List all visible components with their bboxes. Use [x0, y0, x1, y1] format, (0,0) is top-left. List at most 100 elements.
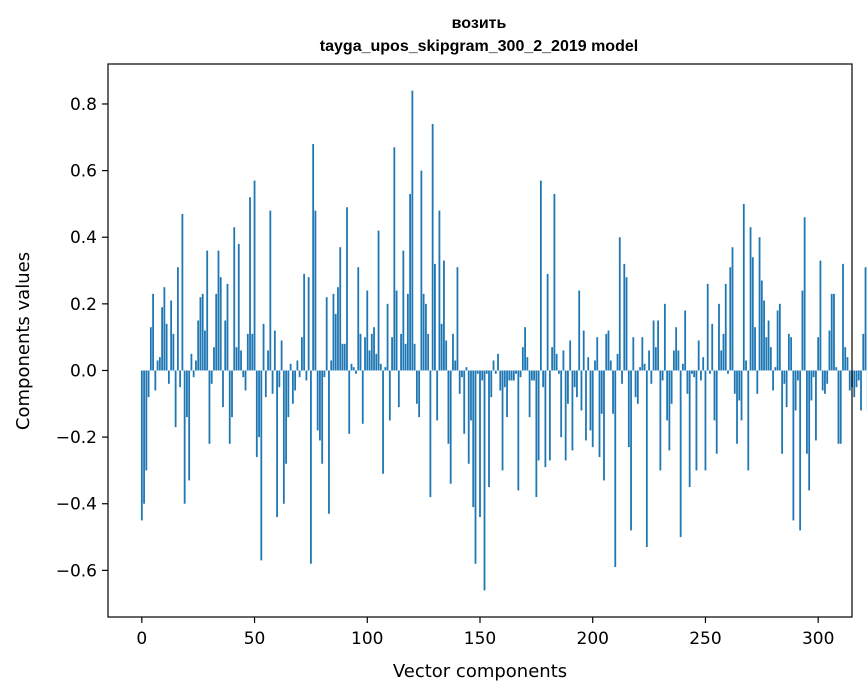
bar [391, 337, 393, 371]
bar [163, 287, 166, 371]
bar [652, 320, 655, 371]
bar [321, 370, 324, 464]
bar [384, 367, 387, 371]
bar [303, 273, 306, 371]
bar [348, 370, 351, 434]
y-tick-label: −0.2 [56, 428, 97, 448]
bar [287, 370, 290, 418]
bar [544, 370, 547, 468]
bar [429, 370, 432, 498]
y-tick-label: −0.4 [56, 495, 97, 515]
bar [186, 370, 188, 418]
bar [785, 370, 788, 408]
bar [621, 370, 623, 384]
bar [720, 350, 723, 371]
bar [355, 370, 357, 374]
bar [156, 360, 159, 371]
bar [778, 303, 781, 371]
bar [630, 370, 632, 531]
bar [440, 323, 443, 371]
bar [447, 370, 450, 444]
x-tick-label: 300 [802, 629, 834, 649]
bar [548, 370, 551, 461]
bar [837, 370, 840, 444]
bar [675, 327, 678, 371]
bar [145, 370, 148, 471]
bar [183, 370, 186, 504]
bar [350, 363, 353, 371]
bar [661, 370, 664, 381]
bar [278, 370, 281, 388]
bar [607, 330, 610, 371]
bar [576, 370, 578, 398]
bar [634, 370, 637, 398]
bar [341, 343, 344, 371]
bar [616, 353, 619, 371]
bar [467, 370, 470, 464]
bar [846, 357, 849, 371]
bar [445, 340, 448, 371]
bar [481, 370, 484, 381]
bar [546, 273, 549, 371]
bar [190, 353, 193, 371]
bar [769, 347, 772, 371]
bar [571, 370, 574, 451]
bar [844, 347, 847, 371]
bar [643, 363, 646, 371]
bar [449, 370, 452, 484]
bar [258, 370, 260, 438]
bar [420, 170, 423, 371]
bar [700, 370, 702, 381]
bar [143, 370, 145, 504]
bar [472, 370, 475, 508]
bar [431, 123, 434, 371]
bar [582, 330, 585, 371]
bar [508, 370, 511, 381]
bar [379, 363, 382, 371]
bar [346, 207, 348, 371]
bar [817, 337, 820, 371]
bar [208, 370, 211, 444]
bar [519, 370, 522, 378]
bar [377, 230, 380, 371]
bar [645, 370, 648, 548]
bar [819, 260, 822, 371]
bar [382, 370, 384, 474]
bar [864, 267, 867, 371]
bars [140, 90, 867, 591]
bar [172, 333, 175, 371]
bar [711, 323, 714, 371]
bar [413, 343, 416, 371]
bar [201, 293, 204, 371]
bar [400, 333, 402, 371]
bar [625, 277, 628, 371]
bar [174, 370, 177, 428]
bar [760, 280, 763, 371]
bar [848, 370, 851, 391]
bar [368, 350, 371, 371]
bar [585, 370, 587, 441]
bar [623, 263, 626, 371]
bar [704, 370, 707, 471]
bar [359, 333, 362, 371]
bar [517, 370, 520, 491]
bar [443, 260, 445, 371]
bar [325, 297, 328, 371]
bar [695, 370, 698, 471]
bar [280, 340, 283, 371]
bar [718, 303, 720, 371]
bar [456, 267, 459, 371]
bar [672, 350, 675, 371]
bar [165, 323, 168, 371]
bar [161, 307, 164, 371]
bar [603, 370, 605, 481]
bar [461, 370, 463, 378]
bar [463, 370, 466, 434]
bar [537, 370, 540, 461]
bar [307, 277, 310, 371]
bar [839, 370, 842, 444]
bar [776, 310, 779, 371]
bar [260, 370, 263, 561]
bar [758, 237, 761, 371]
